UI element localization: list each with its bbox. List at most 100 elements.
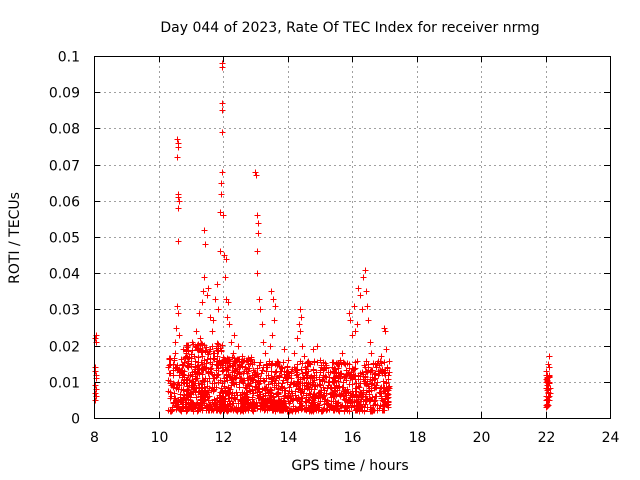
data-point	[205, 351, 212, 358]
data-point	[348, 369, 355, 376]
data-point	[544, 401, 551, 408]
data-point	[195, 369, 202, 376]
data-point	[173, 364, 180, 371]
data-point	[205, 285, 212, 292]
data-point	[239, 359, 246, 366]
data-point	[215, 306, 222, 313]
data-point	[172, 339, 179, 346]
data-point	[308, 386, 315, 393]
data-point	[181, 359, 188, 366]
data-point	[268, 288, 275, 295]
data-point	[195, 354, 202, 361]
data-point	[237, 398, 244, 405]
data-point	[224, 314, 231, 321]
data-point	[217, 209, 224, 216]
y-tick-label: 0	[71, 412, 80, 428]
data-point	[203, 344, 210, 351]
data-point	[200, 377, 207, 384]
data-point	[208, 407, 215, 414]
grid-lines	[94, 56, 610, 418]
data-point	[344, 403, 351, 410]
data-point	[382, 328, 389, 335]
data-point	[231, 332, 238, 339]
data-point	[263, 361, 270, 368]
data-point	[333, 400, 340, 407]
data-point	[327, 403, 334, 410]
data-point	[185, 358, 192, 365]
data-point	[221, 396, 228, 403]
data-point	[215, 348, 222, 355]
data-point	[299, 360, 306, 367]
data-point	[211, 372, 218, 379]
data-point	[219, 169, 226, 176]
data-point	[175, 310, 182, 317]
data-point	[178, 356, 185, 363]
x-tick-label: 10	[151, 430, 169, 446]
data-point	[190, 400, 197, 407]
data-point	[227, 374, 234, 381]
data-point	[225, 299, 232, 306]
data-point	[352, 328, 359, 335]
data-point	[174, 154, 181, 161]
data-point	[209, 328, 216, 335]
data-point	[324, 385, 331, 392]
data-point	[201, 274, 208, 281]
data-point	[179, 372, 186, 379]
data-point	[373, 364, 380, 371]
data-point	[174, 136, 181, 143]
data-point	[226, 321, 233, 328]
data-point	[170, 372, 177, 379]
data-point	[311, 372, 318, 379]
data-point	[357, 292, 364, 299]
y-tick-label: 0.05	[49, 231, 80, 247]
data-point	[261, 407, 268, 414]
data-point	[368, 350, 375, 357]
data-point	[191, 353, 198, 360]
data-point	[244, 394, 251, 401]
data-point	[381, 325, 388, 332]
data-point	[225, 385, 232, 392]
data-point	[281, 368, 288, 375]
data-point	[185, 405, 192, 412]
data-point	[372, 397, 379, 404]
data-point	[335, 378, 342, 385]
data-point	[242, 407, 249, 414]
data-point	[360, 274, 367, 281]
data-point	[335, 365, 342, 372]
data-point	[173, 325, 180, 332]
data-point	[266, 360, 273, 367]
data-point	[352, 407, 359, 414]
data-point	[294, 361, 301, 368]
data-point	[221, 356, 228, 363]
data-point	[379, 397, 386, 404]
data-point	[310, 346, 317, 353]
data-point	[336, 361, 343, 368]
data-point	[314, 343, 321, 350]
data-point	[281, 393, 288, 400]
data-point	[223, 256, 230, 263]
data-point	[344, 386, 351, 393]
data-point	[199, 341, 206, 348]
data-point	[220, 405, 227, 412]
data-point	[319, 408, 326, 415]
data-point	[372, 375, 379, 382]
data-point	[343, 397, 350, 404]
data-point	[351, 398, 358, 405]
data-point	[257, 306, 264, 313]
data-point	[166, 362, 173, 369]
data-point	[221, 383, 228, 390]
data-point	[193, 328, 200, 335]
data-point	[254, 248, 261, 255]
data-point	[201, 392, 208, 399]
data-point	[325, 369, 332, 376]
data-point	[165, 377, 172, 384]
data-point	[274, 399, 281, 406]
data-point	[301, 375, 308, 382]
data-point	[175, 238, 182, 245]
data-point	[308, 400, 315, 407]
data-point	[198, 393, 205, 400]
data-point	[381, 359, 388, 366]
data-point	[333, 382, 340, 389]
data-point	[354, 321, 361, 328]
